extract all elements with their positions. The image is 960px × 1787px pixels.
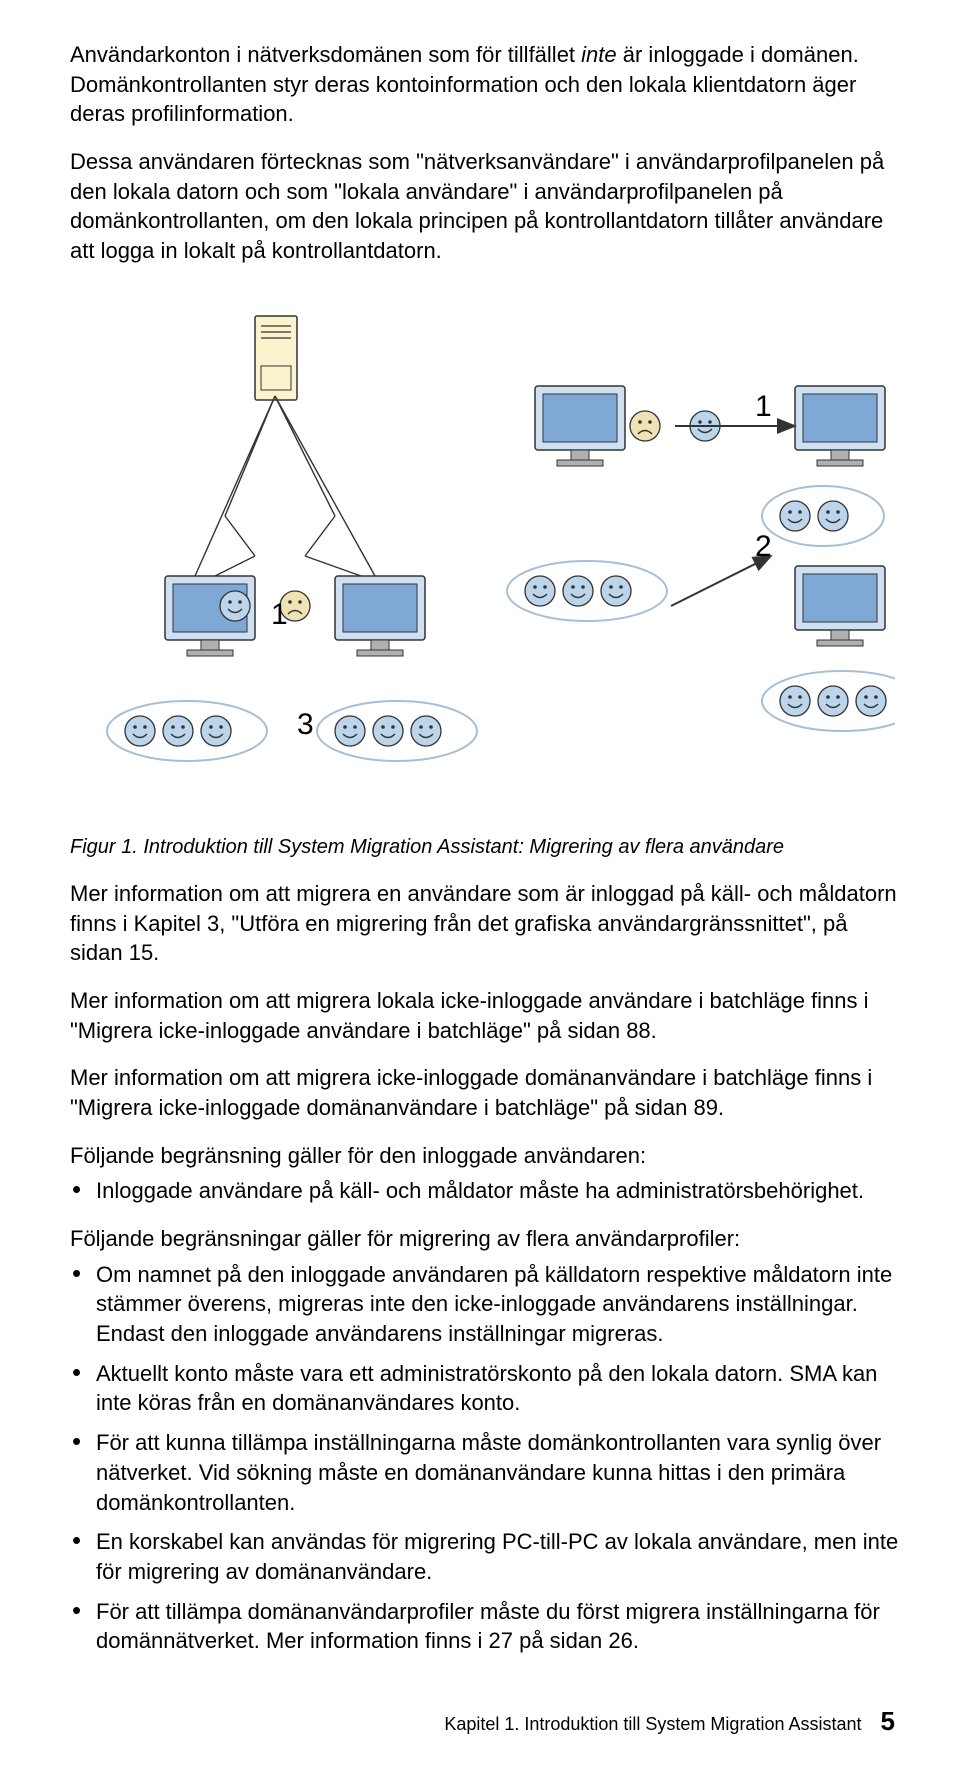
happy-face-icon	[856, 686, 886, 716]
list-item: Aktuellt konto måste vara ett administra…	[70, 1359, 900, 1418]
paragraph-1: Användarkonton i nätverksdomänen som för…	[70, 40, 900, 129]
footer-text: Kapitel 1. Introduktion till System Migr…	[444, 1714, 861, 1734]
paragraph-7: Följande begränsningar gäller för migrer…	[70, 1224, 900, 1254]
migration-arrow	[671, 556, 771, 606]
happy-face-icon	[563, 576, 593, 606]
happy-face-icon	[818, 686, 848, 716]
figure-label: 3	[297, 708, 314, 741]
happy-face-icon	[201, 716, 231, 746]
paragraph-6: Följande begränsning gäller för den inlo…	[70, 1141, 900, 1171]
sad-face-icon	[630, 411, 660, 441]
happy-face-icon	[373, 716, 403, 746]
p1-pre: Användarkonton i nätverksdomänen som för…	[70, 42, 581, 67]
list-item: Om namnet på den inloggade användaren på…	[70, 1260, 900, 1349]
figure-caption: Figur 1. Introduktion till System Migrat…	[70, 836, 900, 859]
happy-face-icon	[125, 716, 155, 746]
happy-face-icon	[411, 716, 441, 746]
figure-diagram: 1 3 1 2	[75, 296, 895, 816]
list-item: För att tillämpa domänanvändarprofiler m…	[70, 1597, 900, 1656]
happy-face-icon	[818, 501, 848, 531]
figure-label: 2	[755, 530, 772, 563]
page-footer: Kapitel 1. Introduktion till System Migr…	[75, 1706, 895, 1737]
list-item: För att kunna tillämpa inställningarna m…	[70, 1428, 900, 1517]
paragraph-4: Mer information om att migrera lokala ic…	[70, 986, 900, 1045]
bullet-list-1: Inloggade användare på käll- och måldato…	[70, 1176, 900, 1206]
list-item: En korskabel kan användas för migrering …	[70, 1527, 900, 1586]
paragraph-5: Mer information om att migrera icke-inlo…	[70, 1063, 900, 1122]
monitor-icon	[335, 576, 425, 656]
happy-face-icon	[780, 686, 810, 716]
happy-face-icon	[601, 576, 631, 606]
paragraph-2: Dessa användaren förtecknas som "nätverk…	[70, 147, 900, 266]
figure-label: 1	[755, 390, 772, 423]
paragraph-3: Mer information om att migrera en använd…	[70, 879, 900, 968]
happy-face-icon	[780, 501, 810, 531]
happy-face-icon	[163, 716, 193, 746]
figure-label: 1	[271, 598, 288, 631]
p1-italic: inte	[581, 42, 616, 67]
happy-face-icon	[335, 716, 365, 746]
list-item: Inloggade användare på käll- och måldato…	[70, 1176, 900, 1206]
server-icon	[255, 316, 297, 400]
footer-page-number: 5	[881, 1706, 895, 1736]
monitor-icon	[795, 386, 885, 466]
happy-face-icon	[220, 591, 250, 621]
happy-face-icon	[525, 576, 555, 606]
bullet-list-2: Om namnet på den inloggade användaren på…	[70, 1260, 900, 1656]
monitor-icon	[795, 566, 885, 646]
monitor-icon	[535, 386, 625, 466]
